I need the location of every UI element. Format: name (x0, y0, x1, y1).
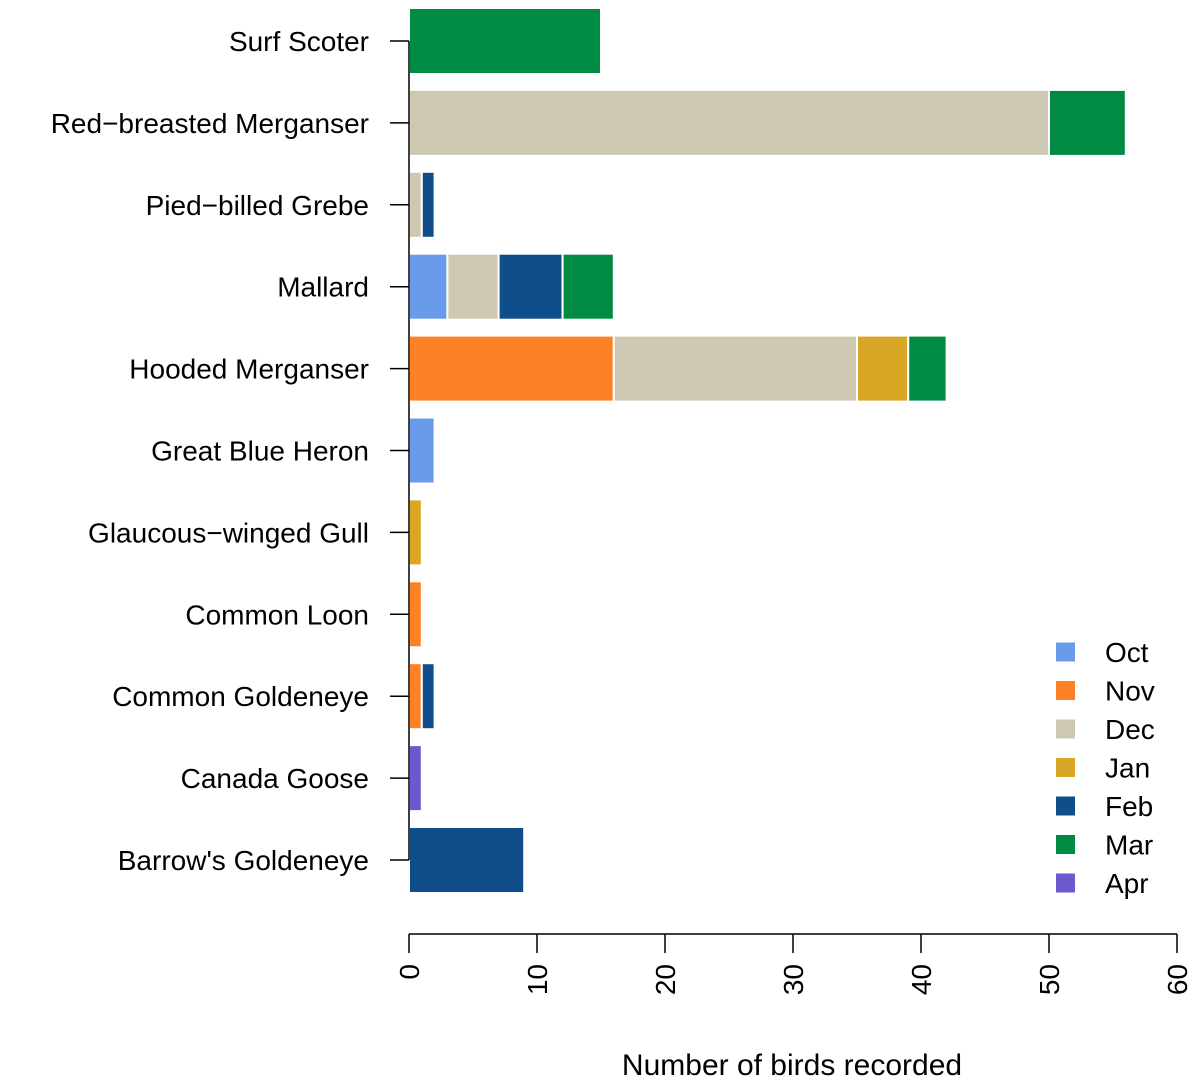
y-tick-label: Great Blue Heron (151, 436, 369, 467)
bar-segment (561, 252, 615, 321)
bar-segment (408, 252, 449, 321)
bar-segment (420, 662, 436, 731)
legend-label: Dec (1105, 714, 1155, 745)
y-tick-label: Surf Scoter (229, 26, 369, 57)
bar-segment (497, 252, 564, 321)
legend-label: Mar (1105, 830, 1153, 861)
bar-segment (408, 7, 602, 75)
y-tick-label: Common Goldeneye (112, 681, 369, 712)
legend-label: Feb (1105, 791, 1153, 822)
bar-segment (408, 498, 423, 567)
x-tick-label: 0 (394, 964, 425, 980)
bar-segment (612, 334, 858, 403)
bar-segment (408, 416, 436, 485)
y-tick-label: Barrow's Goldeneye (118, 845, 369, 876)
y-tick-label: Mallard (277, 272, 369, 303)
bar-segment (408, 744, 423, 813)
bar-segment (408, 334, 615, 403)
bar-segment (446, 252, 500, 321)
bars-layer (408, 7, 1127, 894)
legend-label: Oct (1105, 637, 1149, 668)
y-tick-label: Canada Goose (181, 763, 369, 794)
x-axis: 0 10 20 30 40 50 60 (394, 933, 1193, 995)
bar-segment (408, 88, 1050, 157)
legend-swatch (1056, 681, 1075, 700)
legend-swatch (1056, 642, 1075, 662)
bar-segment (420, 170, 436, 239)
y-tick-label: Glaucous−winged Gull (88, 517, 369, 548)
bar-segment (408, 580, 423, 649)
x-tick-label: 40 (906, 964, 937, 995)
legend-swatch (1056, 758, 1075, 777)
bar-segment (856, 334, 910, 403)
legend-swatch (1056, 796, 1075, 816)
legend-label: Apr (1105, 868, 1149, 899)
legend: Oct Nov Dec Jan Feb Mar Apr (1056, 637, 1155, 899)
x-tick-label: 20 (650, 964, 681, 995)
legend-swatch (1056, 873, 1075, 893)
bar-segment (1048, 88, 1127, 157)
legend-label: Nov (1105, 676, 1155, 707)
x-tick-label: 50 (1034, 964, 1065, 995)
legend-swatch (1056, 835, 1075, 854)
legend-label: Jan (1105, 753, 1150, 784)
legend-swatch (1056, 719, 1075, 739)
x-tick-label: 60 (1162, 964, 1193, 995)
y-axis: Barrow's Goldeneye Canada Goose Common Gol… (51, 26, 410, 876)
bar-segment (408, 170, 423, 239)
bar-segment (408, 826, 526, 894)
x-axis-title: Number of birds recorded (622, 1049, 962, 1079)
x-tick-label: 10 (522, 964, 553, 995)
bar-segment (907, 334, 948, 403)
y-tick-label: Common Loon (185, 599, 369, 630)
bar-segment (408, 662, 423, 731)
y-tick-label: Hooded Merganser (129, 354, 369, 385)
y-tick-label: Pied−billed Grebe (146, 190, 369, 221)
x-tick-label: 30 (778, 964, 809, 995)
y-tick-label: Red−breasted Merganser (51, 108, 369, 139)
